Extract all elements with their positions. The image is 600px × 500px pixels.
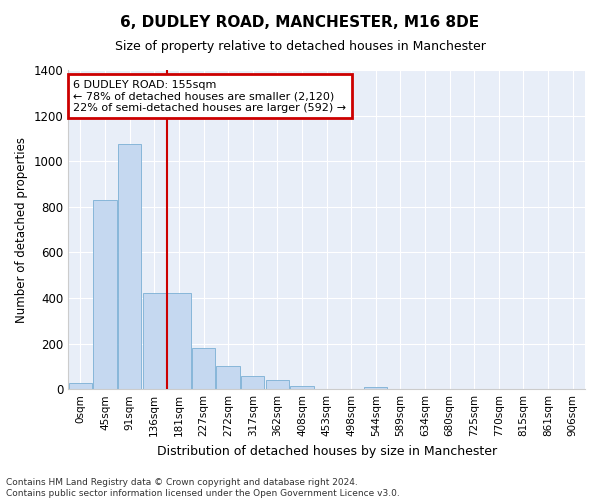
Bar [69, 384, 92, 389]
Text: Contains HM Land Registry data © Crown copyright and database right 2024.
Contai: Contains HM Land Registry data © Crown c… [6, 478, 400, 498]
Text: Size of property relative to detached houses in Manchester: Size of property relative to detached ho… [115, 40, 485, 53]
Bar [241, 376, 265, 389]
Bar [192, 348, 215, 389]
Y-axis label: Number of detached properties: Number of detached properties [15, 136, 28, 322]
Bar [217, 366, 240, 389]
Text: 6, DUDLEY ROAD, MANCHESTER, M16 8DE: 6, DUDLEY ROAD, MANCHESTER, M16 8DE [121, 15, 479, 30]
Bar [364, 388, 388, 389]
Bar [167, 294, 191, 389]
Text: 6 DUDLEY ROAD: 155sqm
← 78% of detached houses are smaller (2,120)
22% of semi-d: 6 DUDLEY ROAD: 155sqm ← 78% of detached … [73, 80, 346, 113]
Bar [266, 380, 289, 389]
Bar [94, 200, 117, 389]
Bar [290, 386, 314, 389]
X-axis label: Distribution of detached houses by size in Manchester: Distribution of detached houses by size … [157, 444, 497, 458]
Bar [118, 144, 142, 389]
Bar [143, 294, 166, 389]
